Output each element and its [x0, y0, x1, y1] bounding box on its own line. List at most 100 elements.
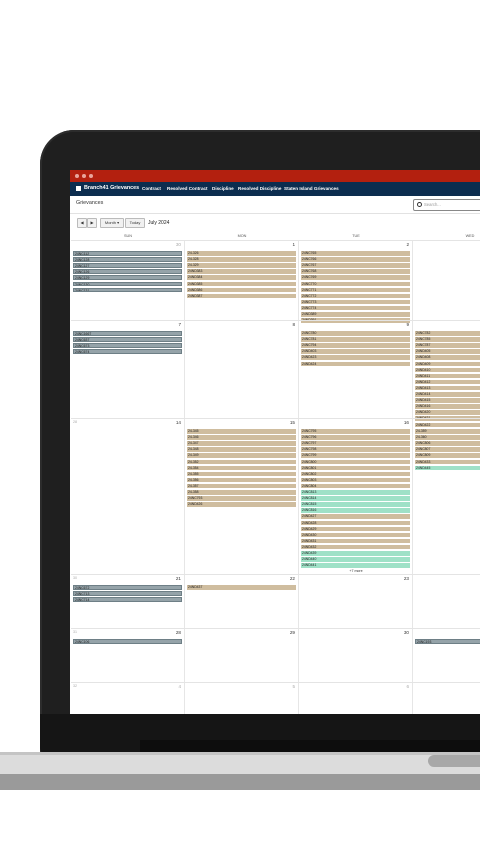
day-number[interactable]: 9 — [406, 322, 409, 327]
calendar-event[interactable]: 24-348 — [187, 447, 296, 452]
calendar-event[interactable]: 24NC129 — [73, 275, 182, 280]
day-cell[interactable]: 16 24NC795 24NC796 24NC797 24NC798 24NC799 24N… — [299, 419, 413, 575]
day-cell[interactable]: 3124NC193 — [413, 629, 480, 683]
calendar-event[interactable]: 24-352 — [187, 459, 296, 465]
day-number[interactable]: 22 — [289, 576, 295, 581]
calendar-event[interactable]: 24NC815 — [301, 502, 410, 507]
calendar-event[interactable]: 24ND427 — [301, 514, 410, 519]
day-number[interactable]: 1 — [292, 242, 295, 247]
calendar-event[interactable]: 24-354 — [187, 465, 296, 471]
calendar-event[interactable]: 24-349 — [187, 453, 296, 458]
calendar-event[interactable]: 24ND413 — [415, 385, 480, 391]
day-number[interactable]: 8 — [292, 322, 295, 327]
calendar-event[interactable]: 24NC796 — [301, 435, 410, 440]
window-close-dot[interactable] — [75, 174, 79, 178]
day-cell[interactable]: 7 24NC1667 24NC637 24NC673 24NC674 — [71, 321, 185, 419]
day-number[interactable]: 5 — [292, 684, 295, 689]
calendar-event[interactable]: 24-345 — [187, 429, 296, 434]
calendar-event[interactable]: 24NC785 — [415, 337, 480, 342]
calendar-event[interactable]: 24NC112 — [73, 251, 182, 256]
calendar-event[interactable]: 24NC816 — [301, 508, 410, 513]
calendar-event[interactable]: 24ND416 — [415, 404, 480, 409]
calendar-event[interactable]: 24ND411 — [415, 373, 480, 379]
calendar-event[interactable]: 24NC781 — [301, 337, 410, 342]
calendar-event[interactable]: 24NC804 — [301, 483, 410, 489]
day-cell[interactable]: 30 24NC112 24NC128 24NC127 24NC126 24NC129 24N… — [71, 241, 185, 321]
calendar-event[interactable]: 24NC773 — [301, 299, 410, 305]
calendar-event[interactable]: 24ND409 — [415, 361, 480, 367]
calendar-event[interactable]: 24NC769 — [301, 275, 410, 280]
calendar-event[interactable]: 24ND422 — [415, 422, 480, 428]
next-button[interactable]: ▶ — [87, 218, 97, 228]
calendar-event[interactable]: 24-357 — [187, 483, 296, 489]
calendar-event[interactable]: 24-355 — [187, 471, 296, 477]
calendar-event[interactable]: 24NC1667 — [73, 331, 182, 336]
calendar-event[interactable]: 24NC799 — [301, 453, 410, 458]
calendar-event[interactable]: 24NC787 — [415, 343, 480, 348]
day-number[interactable]: 21 — [175, 576, 181, 581]
calendar-event[interactable]: 24ND437 — [187, 585, 296, 590]
calendar-event[interactable]: 24NC106 — [73, 639, 182, 644]
calendar-event[interactable]: 24NC126 — [73, 269, 182, 274]
calendar-event[interactable]: 24NC802 — [301, 471, 410, 477]
day-cell[interactable]: 1724-35924-36024NC80624NC80724NC80924ND4… — [413, 419, 480, 575]
calendar-event[interactable]: 24ND412 — [415, 379, 480, 385]
day-cell[interactable]: 1 24-326 24-328 24-329 24ND383 24ND384 24ND385… — [185, 241, 299, 321]
calendar-event[interactable]: 24ND403 — [301, 349, 410, 354]
calendar-event[interactable]: 24NC193 — [415, 639, 480, 644]
calendar-event[interactable]: 24ND439 — [301, 551, 410, 556]
calendar-event[interactable]: 24ND420 — [415, 410, 480, 415]
day-cell[interactable]: 23 — [299, 575, 413, 629]
calendar-event[interactable]: 24ND431 — [301, 538, 410, 544]
day-cell[interactable]: 15 24-345 24-346 24-347 24-348 24-349 24-352 24… — [185, 419, 299, 575]
calendar-event[interactable]: 24-356 — [187, 477, 296, 483]
day-number[interactable]: 29 — [289, 630, 295, 635]
calendar-event[interactable]: 24NC770 — [301, 281, 410, 287]
calendar-event[interactable]: 24NC714 — [73, 597, 182, 602]
day-cell[interactable]: 28 24NC106 — [71, 629, 185, 683]
calendar-event[interactable]: 24NC713 — [73, 591, 182, 596]
calendar-event[interactable]: 24NC801 — [301, 465, 410, 471]
day-cell[interactable]: 2 24NC765 24NC766 24NC767 24NC768 24NC769 24NC… — [299, 241, 413, 323]
calendar-event[interactable]: 24ND432 — [301, 544, 410, 550]
calendar-event[interactable]: 24-360 — [415, 435, 480, 440]
calendar-event[interactable]: 24ND414 — [415, 392, 480, 397]
calendar-event[interactable]: 24NC766 — [301, 257, 410, 262]
calendar-event[interactable]: 24ND428 — [301, 520, 410, 526]
calendar-event[interactable]: 24NC771 — [301, 287, 410, 293]
calendar-event[interactable]: 24NC774 — [301, 305, 410, 311]
calendar-event[interactable]: 24ND384 — [187, 275, 296, 280]
day-number[interactable]: 30 — [175, 242, 181, 247]
prev-button[interactable]: ◀ — [77, 218, 87, 228]
day-number[interactable]: 23 — [403, 576, 409, 581]
calendar-event[interactable]: 24NC672 — [73, 585, 182, 590]
calendar-event[interactable]: 24-346 — [187, 435, 296, 440]
calendar-event[interactable]: 24NC782 — [415, 331, 480, 336]
nav-contract[interactable]: Contract — [142, 186, 161, 191]
day-cell[interactable]: 22 24ND437 — [185, 575, 299, 629]
calendar-event[interactable]: 24NC800 — [301, 459, 410, 465]
day-number[interactable]: 6 — [406, 684, 409, 689]
day-cell[interactable]: 8 — [185, 321, 299, 419]
calendar-event[interactable]: 24ND445 — [415, 465, 480, 471]
calendar-event[interactable]: 24-359 — [415, 429, 480, 434]
day-cell[interactable]: 21 24NC672 24NC713 24NC714 — [71, 575, 185, 629]
day-cell[interactable]: 4 — [71, 683, 185, 714]
search-input[interactable]: Search... — [413, 199, 480, 211]
calendar-event[interactable]: 24NC767 — [301, 263, 410, 268]
calendar-event[interactable]: 24ND383 — [187, 269, 296, 274]
calendar-event[interactable]: 24ND415 — [415, 398, 480, 403]
calendar-event[interactable]: 24ND424 — [301, 361, 410, 367]
window-minimize-dot[interactable] — [82, 174, 86, 178]
calendar-event[interactable]: 24NC780 — [301, 331, 410, 336]
day-number[interactable]: 30 — [403, 630, 409, 635]
day-cell[interactable]: 9 24NC780 24NC781 24NC794 24ND403 24ND423 24ND… — [299, 321, 413, 419]
grid-icon[interactable] — [76, 186, 81, 191]
calendar-event[interactable]: 24NC128 — [73, 257, 182, 262]
calendar-event[interactable]: 24ND429 — [301, 526, 410, 532]
calendar-event[interactable]: 24ND423 — [301, 355, 410, 360]
day-cell[interactable]: 5 — [185, 683, 299, 714]
calendar-event[interactable]: 24NC807 — [415, 447, 480, 452]
day-number[interactable]: 7 — [178, 322, 181, 327]
today-button[interactable]: Today — [125, 218, 145, 228]
